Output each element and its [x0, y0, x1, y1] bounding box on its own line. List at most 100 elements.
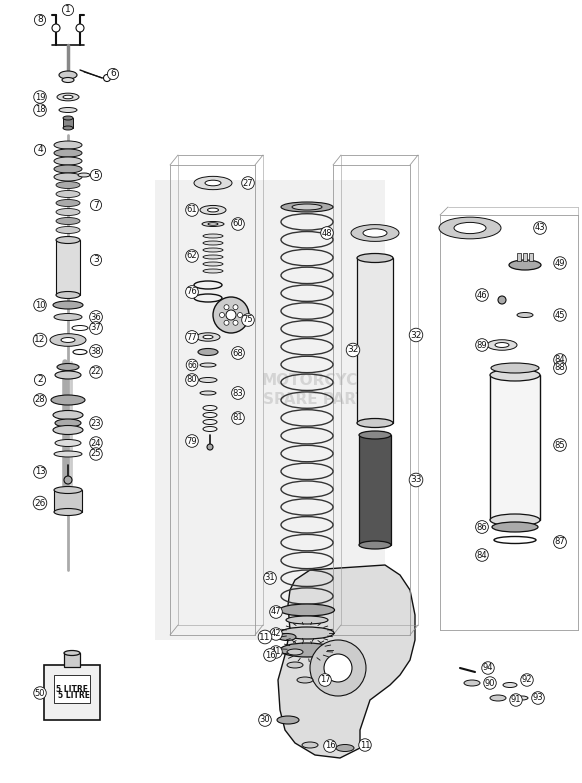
- Text: 86: 86: [477, 522, 487, 532]
- Ellipse shape: [54, 165, 82, 173]
- Text: 18: 18: [35, 106, 45, 114]
- Bar: [523, 253, 527, 261]
- Ellipse shape: [56, 226, 80, 233]
- Ellipse shape: [200, 205, 226, 215]
- Ellipse shape: [54, 451, 82, 457]
- Ellipse shape: [205, 180, 221, 186]
- Text: 1: 1: [65, 5, 71, 15]
- Ellipse shape: [53, 301, 83, 309]
- Ellipse shape: [280, 627, 334, 639]
- Text: 48: 48: [322, 229, 332, 237]
- Text: 87: 87: [555, 537, 565, 547]
- Ellipse shape: [55, 439, 81, 446]
- Ellipse shape: [202, 222, 224, 226]
- Text: 93: 93: [533, 694, 544, 702]
- Ellipse shape: [59, 71, 77, 79]
- Ellipse shape: [54, 157, 82, 165]
- Text: 11: 11: [259, 633, 271, 641]
- Ellipse shape: [278, 633, 296, 640]
- Bar: [517, 253, 521, 261]
- Ellipse shape: [439, 217, 501, 239]
- Ellipse shape: [63, 96, 73, 99]
- Text: 42: 42: [271, 630, 281, 638]
- Ellipse shape: [208, 222, 218, 226]
- Text: 24: 24: [91, 438, 101, 448]
- Ellipse shape: [357, 254, 393, 262]
- Ellipse shape: [287, 662, 303, 668]
- Circle shape: [233, 320, 238, 325]
- Ellipse shape: [281, 202, 333, 212]
- Ellipse shape: [56, 218, 80, 225]
- Text: 36: 36: [91, 312, 101, 322]
- Ellipse shape: [509, 260, 541, 270]
- Text: MOTORCYCLE
SPARE PARTS: MOTORCYCLE SPARE PARTS: [262, 373, 378, 407]
- Ellipse shape: [54, 508, 82, 515]
- Text: 45: 45: [555, 311, 565, 319]
- Text: 89: 89: [477, 341, 487, 349]
- Circle shape: [324, 654, 352, 682]
- Ellipse shape: [490, 369, 540, 381]
- Circle shape: [213, 297, 249, 333]
- Ellipse shape: [63, 126, 73, 130]
- Ellipse shape: [517, 312, 533, 317]
- Ellipse shape: [54, 173, 82, 181]
- Ellipse shape: [454, 222, 486, 233]
- Ellipse shape: [503, 683, 517, 687]
- Text: 28: 28: [35, 395, 45, 405]
- Bar: [357, 258, 393, 423]
- Ellipse shape: [203, 234, 223, 238]
- Text: 32: 32: [410, 330, 422, 340]
- Text: 41: 41: [271, 648, 281, 656]
- Text: 5 LITRE: 5 LITRE: [58, 691, 90, 699]
- Text: 47: 47: [271, 608, 281, 616]
- Ellipse shape: [56, 190, 80, 197]
- Text: 31: 31: [265, 573, 275, 583]
- Ellipse shape: [51, 395, 85, 405]
- Ellipse shape: [56, 208, 80, 215]
- Text: 92: 92: [521, 676, 533, 684]
- Text: 85: 85: [555, 441, 565, 449]
- Ellipse shape: [277, 716, 299, 724]
- Ellipse shape: [54, 486, 82, 493]
- Ellipse shape: [208, 208, 218, 212]
- Ellipse shape: [203, 248, 223, 252]
- Text: 32: 32: [347, 345, 359, 355]
- Ellipse shape: [292, 204, 322, 210]
- Ellipse shape: [61, 337, 75, 342]
- Text: 61: 61: [187, 205, 197, 215]
- Ellipse shape: [359, 431, 391, 439]
- Ellipse shape: [492, 522, 538, 532]
- Text: 66: 66: [187, 360, 197, 370]
- Circle shape: [219, 312, 225, 317]
- Text: 88: 88: [555, 363, 565, 373]
- Ellipse shape: [203, 262, 223, 266]
- Text: 30: 30: [260, 716, 270, 724]
- Ellipse shape: [54, 149, 82, 157]
- Text: 16: 16: [265, 651, 275, 659]
- Text: 8: 8: [37, 16, 43, 24]
- Ellipse shape: [62, 78, 74, 82]
- Circle shape: [224, 305, 229, 310]
- Text: 50: 50: [35, 688, 45, 698]
- Ellipse shape: [56, 182, 80, 189]
- Ellipse shape: [359, 541, 391, 549]
- Polygon shape: [278, 565, 415, 758]
- Text: 16: 16: [325, 742, 335, 750]
- Text: 90: 90: [485, 679, 495, 687]
- Text: 7: 7: [93, 200, 99, 210]
- Ellipse shape: [491, 363, 539, 373]
- Text: 94: 94: [482, 663, 494, 673]
- Ellipse shape: [203, 241, 223, 245]
- Text: 38: 38: [91, 347, 101, 355]
- Text: 5: 5: [93, 171, 99, 179]
- Text: 2: 2: [37, 376, 43, 384]
- Circle shape: [233, 305, 238, 310]
- Ellipse shape: [64, 651, 80, 655]
- Ellipse shape: [203, 255, 223, 259]
- Text: 62: 62: [187, 251, 197, 261]
- Bar: [54, 675, 90, 703]
- Circle shape: [104, 74, 111, 81]
- Text: 75: 75: [243, 316, 253, 324]
- Text: 37: 37: [91, 323, 101, 333]
- Ellipse shape: [198, 348, 218, 355]
